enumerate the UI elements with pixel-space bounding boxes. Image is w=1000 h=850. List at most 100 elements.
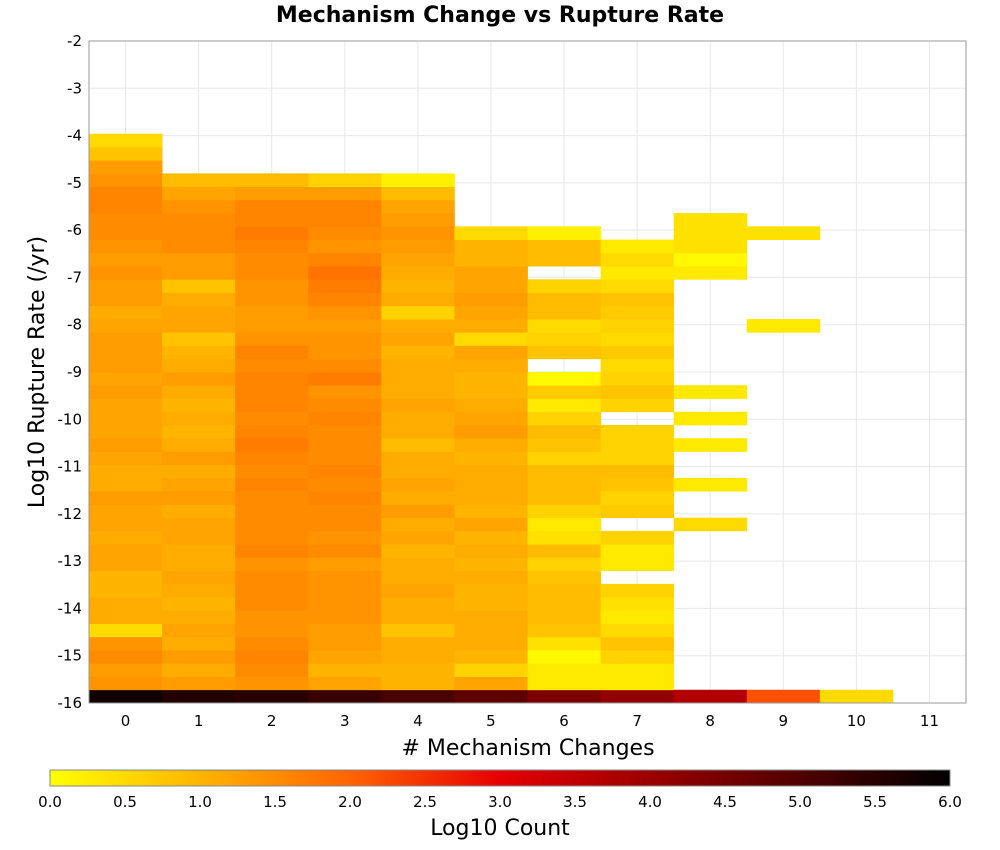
heatmap-cell <box>308 477 382 492</box>
heatmap-cell <box>381 636 455 651</box>
heatmap-cell <box>600 477 675 492</box>
heatmap-cell <box>308 345 382 360</box>
heatmap-cell <box>454 676 528 691</box>
heatmap-cell <box>162 504 236 519</box>
heatmap-cell <box>308 583 382 598</box>
heatmap-cell <box>673 266 748 280</box>
heatmap-cell <box>600 610 675 624</box>
colorbar-tick-label: 1.0 <box>188 793 212 811</box>
heatmap-cell <box>308 252 382 267</box>
plot-frame <box>88 40 967 704</box>
heatmap-cell <box>235 557 309 571</box>
heatmap-cell <box>527 385 601 399</box>
heatmap-cell <box>89 358 163 373</box>
heatmap-cell <box>381 319 455 333</box>
y-tick-label: -9 <box>67 363 82 381</box>
heatmap-cell <box>162 305 236 320</box>
heatmap-cell <box>89 146 163 161</box>
heatmap-cell <box>235 464 309 479</box>
heatmap-cell <box>454 557 528 571</box>
heatmap-cell <box>89 583 163 598</box>
heatmap-cell <box>527 451 601 466</box>
y-tick-label: -5 <box>67 174 82 192</box>
heatmap-cell <box>673 226 748 240</box>
heatmap-cell <box>89 544 163 558</box>
heatmap-cell <box>381 583 455 598</box>
heatmap-cell <box>600 504 675 519</box>
heatmap-cell <box>381 676 455 691</box>
heatmap-cell <box>454 530 528 545</box>
heatmap-cell <box>235 689 309 704</box>
heatmap-cell <box>162 477 236 492</box>
heatmap-cell <box>454 411 528 426</box>
heatmap-cell <box>454 305 528 320</box>
heatmap-cell <box>381 597 455 611</box>
heatmap-cell <box>527 424 601 439</box>
y-tick-label: -13 <box>58 552 83 570</box>
heatmap-cell <box>235 345 309 360</box>
heatmap-cell <box>89 266 163 280</box>
heatmap-cell <box>89 477 163 492</box>
heatmap-cell <box>162 623 236 638</box>
heatmap-cell <box>162 464 236 479</box>
heatmap-cell <box>162 372 236 386</box>
heatmap-cell <box>454 438 528 452</box>
heatmap-cell <box>454 517 528 532</box>
heatmap-cell <box>308 504 382 519</box>
heatmap-cell <box>308 332 382 346</box>
heatmap-cell <box>89 424 163 439</box>
heatmap-cell <box>235 650 309 664</box>
heatmap-cell <box>600 451 675 466</box>
heatmap-cell <box>454 689 528 704</box>
x-tick-label: 9 <box>779 712 789 730</box>
heatmap-cell <box>89 570 163 585</box>
heatmap-cell <box>235 305 309 320</box>
heatmap-cell <box>600 424 675 439</box>
heatmap-cell <box>673 385 748 399</box>
heatmap-cell <box>673 477 748 492</box>
heatmap-cell <box>235 530 309 545</box>
heatmap-cell <box>235 186 309 201</box>
heatmap-cell <box>381 477 455 492</box>
colorbar-tick-label: 3.0 <box>488 793 512 811</box>
heatmap-cell <box>673 517 748 532</box>
heatmap-cell <box>162 173 236 188</box>
heatmap-cell <box>162 252 236 267</box>
heatmap-cell <box>308 491 382 505</box>
heatmap-cell <box>600 663 675 677</box>
heatmap-cell <box>162 636 236 651</box>
heatmap-cell <box>381 663 455 677</box>
y-tick-label: -16 <box>58 694 83 712</box>
heatmap-cell <box>454 345 528 360</box>
heatmap-cell <box>162 676 236 691</box>
heatmap-cell <box>235 226 309 240</box>
heatmap-cell <box>89 464 163 479</box>
heatmap-cell <box>527 689 601 704</box>
heatmap-cell <box>308 663 382 677</box>
heatmap-cell <box>308 305 382 320</box>
heatmap-cell <box>600 266 675 280</box>
heatmap-cell <box>162 491 236 505</box>
heatmap-cell <box>235 358 309 373</box>
heatmap-cell <box>162 530 236 545</box>
heatmap-cell <box>162 663 236 677</box>
heatmap-cell <box>381 464 455 479</box>
heatmap-cell <box>308 398 382 413</box>
heatmap-cell <box>600 583 675 598</box>
y-tick-label: -10 <box>58 410 83 428</box>
heatmap-cell <box>235 676 309 691</box>
heatmap-cell <box>89 292 163 307</box>
heatmap-cell <box>308 239 382 254</box>
heatmap-cell <box>162 199 236 214</box>
heatmap-cell <box>600 438 675 452</box>
heatmap-cell <box>235 398 309 413</box>
heatmap-cell <box>308 438 382 452</box>
heatmap-cell <box>235 239 309 254</box>
y-tick-label: -14 <box>58 599 83 617</box>
plot-border <box>88 40 967 704</box>
heatmap-cell <box>600 279 675 293</box>
heatmap-cell <box>746 319 821 333</box>
heatmap-cell <box>527 332 601 346</box>
heatmap-cell <box>527 477 601 492</box>
heatmap-cell <box>381 451 455 466</box>
